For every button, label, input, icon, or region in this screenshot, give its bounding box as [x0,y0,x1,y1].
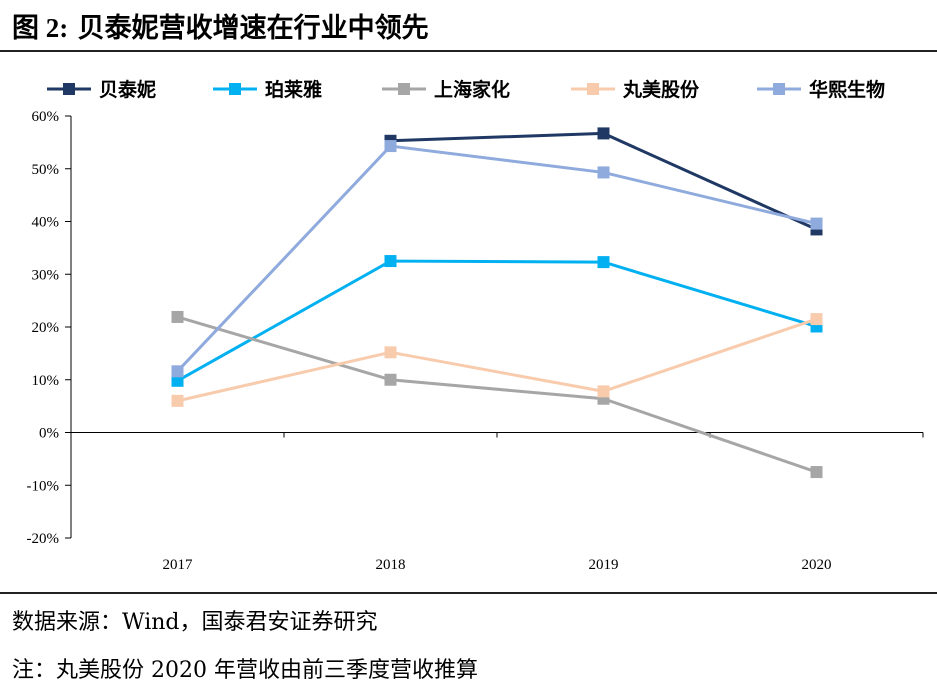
series-marker-2 [171,374,184,387]
x-tick-label: 2020 [802,557,832,573]
y-tick-label: 10% [32,373,60,389]
series-marker-3 [810,466,823,479]
y-tick-label: 30% [32,267,60,283]
legend-marker-4 [587,83,599,95]
y-tick-label: 60% [32,109,60,125]
y-tick-label: 20% [32,320,60,336]
y-tick-label: 50% [32,162,60,178]
y-tick-label: -20% [27,531,60,547]
series-marker-3 [171,310,184,323]
series-marker-5 [810,217,823,230]
series-marker-3 [384,373,397,386]
legend-marker-1 [63,83,75,95]
series-marker-4 [384,346,397,359]
series-marker-5 [597,166,610,179]
footnote: 注：丸美股份 2020 年营收由前三季度营收推算 [12,658,478,683]
y-tick-label: -10% [27,478,60,494]
series-marker-4 [171,394,184,407]
figure-title-text: 贝泰妮营收增速在行业中领先 [77,13,429,44]
y-tick-label: 0% [39,426,59,442]
line-chart: -20% -10% 0% 10% 20% 30% 40% 50% 60% 2017 2018 2019… [27,78,924,573]
bottom-rule [0,592,937,594]
legend-label-4: 丸美股份 [622,78,700,101]
series-marker-1 [597,127,610,140]
source-note: 数据来源：Wind，国泰君安证券研究 [12,610,378,635]
series-marker-4 [597,385,610,398]
figure-label: 图 2: [12,13,69,43]
legend-label-2: 珀莱雅 [265,78,322,101]
legend-label-3: 上海家化 [434,78,510,101]
legend-label-1: 贝泰妮 [99,78,156,101]
series-marker-4 [810,313,823,326]
legend-label-5: 华熙生物 [809,78,885,101]
series-line-4 [177,317,817,403]
top-rule [0,50,937,52]
x-tick-label: 2017 [163,557,194,573]
legend-marker-3 [398,83,410,95]
x-tick-label: 2019 [589,557,619,573]
legend-marker-5 [773,83,785,95]
series-marker-2 [597,256,610,269]
series-marker-5 [384,140,397,153]
series-line-3 [177,315,817,474]
x-tick-label: 2018 [376,557,406,573]
series-marker-5 [171,365,184,378]
figure-title: 图 2: 贝泰妮营收增速在行业中领先 [12,6,429,45]
series-line-1 [390,131,818,231]
series-line-2 [176,259,817,383]
legend-marker-2 [229,83,241,95]
series-line-5 [176,144,817,373]
series-marker-2 [384,255,397,268]
y-tick-label: 40% [32,215,60,231]
